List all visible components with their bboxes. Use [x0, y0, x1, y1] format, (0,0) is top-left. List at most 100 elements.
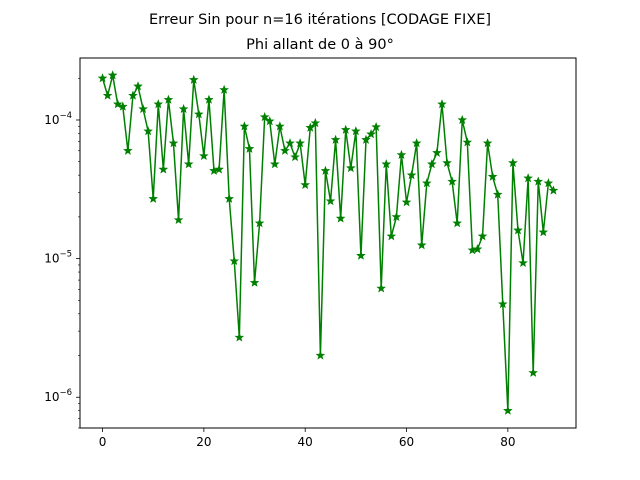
data-point: [270, 159, 280, 169]
data-point: [543, 178, 554, 188]
data-point: [386, 231, 397, 241]
data-point: [462, 137, 473, 147]
data-point: [280, 145, 290, 155]
data-point: [133, 81, 143, 91]
data-point: [376, 283, 386, 293]
x-tick-label: 80: [500, 435, 515, 449]
data-point: [361, 134, 371, 144]
data-point: [548, 185, 559, 195]
data-point: [259, 112, 270, 122]
y-tick-label: 10−6: [44, 388, 72, 404]
data-point: [219, 84, 229, 94]
data-point: [315, 350, 326, 360]
data-point: [503, 405, 513, 415]
data-point: [97, 73, 108, 83]
plot-frame: [79, 57, 577, 429]
data-point: [447, 176, 457, 186]
data-point: [224, 193, 234, 203]
data-point: [427, 159, 437, 169]
data-point: [437, 99, 447, 109]
data-point: [138, 103, 148, 114]
data-point: [128, 90, 138, 100]
data-point: [204, 94, 214, 104]
data-point: [533, 176, 544, 186]
y-tick-label: 10−4: [44, 111, 72, 127]
data-point: [432, 147, 442, 157]
data-point: [118, 101, 128, 111]
data-point: [401, 197, 412, 207]
data-point: [148, 193, 158, 203]
data-point: [523, 173, 533, 183]
data-point: [487, 171, 498, 181]
data-point: [234, 332, 245, 342]
data-point: [300, 179, 310, 190]
y-axis: 10−6 10−5 10−4: [44, 77, 80, 429]
data-point: [310, 118, 321, 128]
plot-area: [97, 70, 559, 415]
data-point: [335, 213, 346, 223]
data-point: [295, 138, 305, 148]
data-point: [107, 70, 118, 80]
data-point: [396, 149, 407, 159]
data-point: [214, 164, 224, 174]
data-point: [391, 211, 402, 221]
data-point: [538, 227, 549, 237]
data-point: [406, 170, 417, 180]
x-tick-label: 0: [99, 435, 107, 449]
data-point: [457, 114, 468, 125]
data-point: [290, 152, 300, 162]
data-point: [325, 196, 336, 206]
data-point: [422, 178, 432, 188]
chart-title: Erreur Sin pour n=16 itérations [CODAGE …: [149, 12, 491, 28]
data-point: [173, 214, 184, 225]
data-point: [482, 138, 493, 148]
data-point: [199, 150, 209, 161]
data-point: [244, 143, 255, 153]
data-point: [340, 124, 351, 134]
data-point: [366, 129, 376, 139]
data-point: [330, 134, 341, 144]
data-point: [112, 99, 123, 109]
data-point: [102, 90, 113, 100]
data-point: [178, 103, 189, 114]
data-point: [508, 157, 518, 168]
data-point: [183, 159, 194, 169]
data-point: [285, 138, 295, 148]
data-point: [275, 121, 285, 131]
data-point: [264, 116, 275, 126]
data-point: [492, 189, 503, 199]
y-tick-label: 10−5: [44, 250, 72, 266]
data-point: [158, 164, 169, 174]
data-point: [346, 163, 356, 173]
data-point: [143, 126, 153, 136]
data-point: [249, 277, 260, 287]
data-point: [194, 109, 204, 119]
data-point: [254, 218, 265, 228]
data-point: [477, 231, 488, 241]
data-point: [381, 159, 392, 169]
data-point: [356, 250, 366, 260]
data-point: [371, 121, 381, 132]
x-tick-label: 60: [399, 435, 414, 449]
data-point: [163, 94, 174, 104]
x-axis: 0 20 40 60 80: [99, 428, 515, 449]
data-point: [498, 299, 508, 309]
x-tick-label: 40: [298, 435, 313, 449]
data-point: [442, 157, 452, 168]
data-point: [513, 225, 523, 235]
data-point: [528, 367, 538, 377]
data-point: [123, 145, 133, 155]
data-point: [351, 126, 361, 136]
data-point: [168, 138, 179, 148]
data-point: [411, 138, 422, 148]
data-point: [452, 218, 462, 228]
data-point: [320, 165, 331, 175]
data-point: [153, 99, 164, 109]
series-line: [101, 74, 555, 412]
data-point: [472, 244, 483, 254]
chart-subtitle: Phi allant de 0 à 90°: [246, 37, 394, 53]
x-tick-label: 20: [196, 435, 211, 449]
data-point: [188, 74, 199, 84]
data-point: [239, 121, 250, 131]
